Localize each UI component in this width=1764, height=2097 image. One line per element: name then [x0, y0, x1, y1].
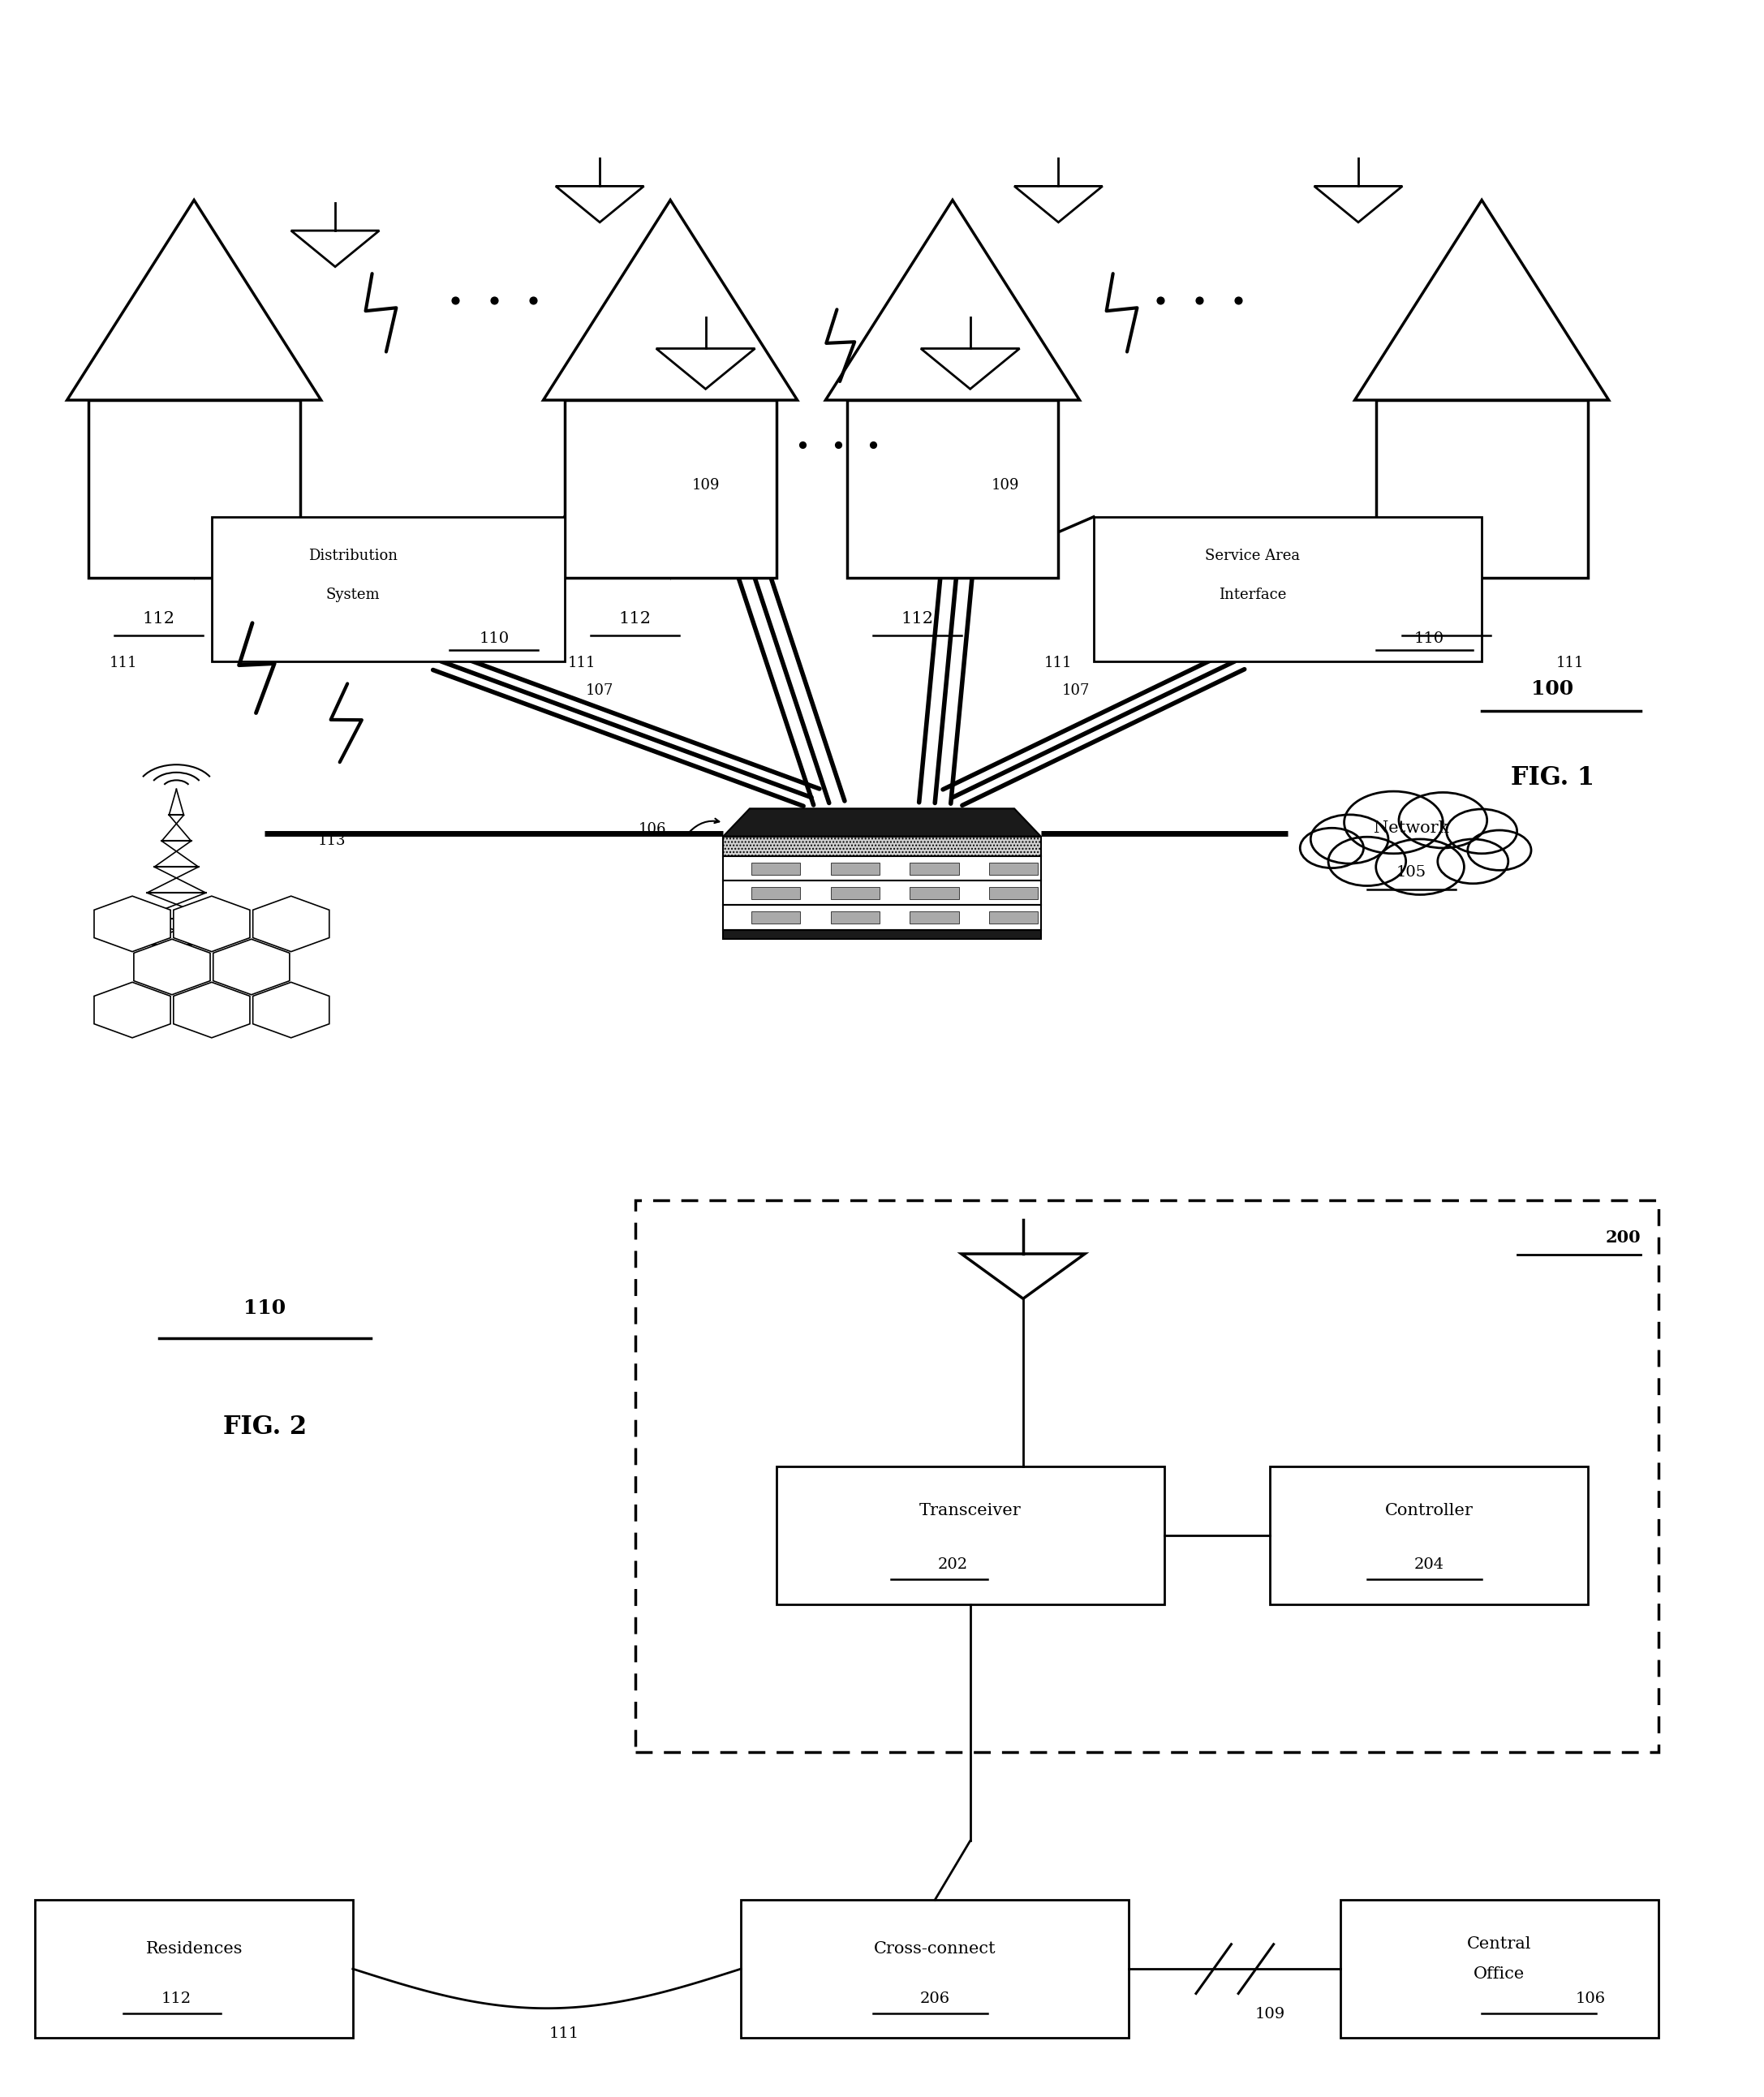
Text: Transceiver: Transceiver: [919, 1504, 1021, 1518]
Text: 204: 204: [1413, 1558, 1445, 1573]
Text: FIG. 1: FIG. 1: [1510, 765, 1595, 791]
Bar: [1270, 1466, 1588, 1604]
Circle shape: [1311, 814, 1388, 864]
Text: 113: 113: [318, 833, 346, 847]
Circle shape: [1376, 839, 1464, 895]
Polygon shape: [1355, 199, 1609, 401]
Text: 111: 111: [568, 656, 596, 671]
Bar: [723, 929, 1041, 939]
Text: 111: 111: [1556, 656, 1584, 671]
Text: Cross-connect: Cross-connect: [873, 1942, 997, 1957]
Text: 106: 106: [639, 822, 667, 837]
Text: FIG. 2: FIG. 2: [222, 1413, 307, 1439]
Polygon shape: [291, 231, 379, 266]
Polygon shape: [252, 981, 330, 1038]
Text: 202: 202: [937, 1558, 968, 1573]
Polygon shape: [252, 895, 330, 952]
Text: Controller: Controller: [1385, 1504, 1473, 1518]
Bar: [212, 516, 564, 661]
Text: 109: 109: [691, 478, 720, 493]
Text: 110: 110: [1413, 631, 1445, 646]
Text: 107: 107: [1062, 684, 1090, 698]
Bar: [723, 906, 1041, 929]
Text: Service Area: Service Area: [1205, 549, 1300, 562]
Polygon shape: [67, 199, 321, 401]
Text: 112: 112: [619, 610, 651, 627]
Bar: [910, 912, 960, 923]
Text: 111: 111: [109, 656, 138, 671]
Circle shape: [1328, 837, 1406, 885]
Bar: [847, 401, 1058, 579]
Polygon shape: [961, 1254, 1085, 1298]
Bar: [776, 1466, 1164, 1604]
Polygon shape: [134, 939, 210, 994]
Bar: [723, 856, 1041, 881]
Bar: [88, 401, 300, 579]
Text: Central: Central: [1468, 1936, 1531, 1952]
Text: Network: Network: [1374, 820, 1448, 837]
Bar: [751, 862, 801, 874]
Bar: [35, 1900, 353, 2038]
Polygon shape: [93, 981, 171, 1038]
Text: 206: 206: [919, 1992, 951, 2005]
Bar: [635, 1199, 1658, 1753]
Polygon shape: [1314, 187, 1402, 222]
Bar: [910, 887, 960, 900]
Text: Interface: Interface: [1219, 587, 1286, 602]
Text: 110: 110: [478, 631, 510, 646]
Bar: [723, 881, 1041, 906]
Text: 109: 109: [1254, 2007, 1286, 2022]
Circle shape: [1344, 791, 1443, 853]
Text: 109: 109: [991, 478, 1020, 493]
Text: 112: 112: [161, 1992, 192, 2005]
Bar: [1341, 1900, 1658, 2038]
Text: 110: 110: [243, 1298, 286, 1319]
Polygon shape: [173, 895, 250, 952]
Bar: [990, 912, 1039, 923]
Polygon shape: [921, 348, 1020, 388]
Text: 200: 200: [1605, 1229, 1641, 1246]
Bar: [1376, 401, 1588, 579]
Bar: [751, 912, 801, 923]
Bar: [751, 887, 801, 900]
Text: 112: 112: [901, 610, 933, 627]
Circle shape: [1399, 793, 1487, 847]
Text: Distribution: Distribution: [309, 549, 397, 562]
Text: 111: 111: [1044, 656, 1073, 671]
Polygon shape: [556, 187, 644, 222]
Text: Residences: Residences: [146, 1942, 242, 1957]
Bar: [990, 862, 1039, 874]
Text: 107: 107: [586, 684, 614, 698]
Polygon shape: [173, 981, 250, 1038]
Polygon shape: [656, 348, 755, 388]
Bar: [831, 887, 880, 900]
Polygon shape: [723, 809, 1041, 837]
Text: 105: 105: [1395, 866, 1427, 881]
Bar: [564, 401, 776, 579]
Circle shape: [1468, 830, 1531, 870]
Text: Office: Office: [1473, 1967, 1526, 1982]
Polygon shape: [543, 199, 797, 401]
Polygon shape: [213, 939, 289, 994]
Bar: [741, 1900, 1129, 2038]
Circle shape: [1438, 839, 1508, 883]
Bar: [831, 862, 880, 874]
Bar: [831, 912, 880, 923]
Bar: [990, 887, 1039, 900]
Text: 112: 112: [143, 610, 175, 627]
Polygon shape: [1014, 187, 1102, 222]
Bar: [1094, 516, 1482, 661]
Polygon shape: [93, 895, 171, 952]
Text: System: System: [326, 587, 379, 602]
Bar: [910, 862, 960, 874]
Text: 106: 106: [1575, 1992, 1605, 2005]
Circle shape: [1300, 828, 1364, 868]
Text: 100: 100: [1531, 679, 1573, 698]
Polygon shape: [826, 199, 1080, 401]
Circle shape: [1446, 809, 1517, 853]
Bar: [723, 837, 1041, 856]
Text: 112: 112: [1431, 610, 1462, 627]
Text: 111: 111: [549, 2026, 580, 2040]
